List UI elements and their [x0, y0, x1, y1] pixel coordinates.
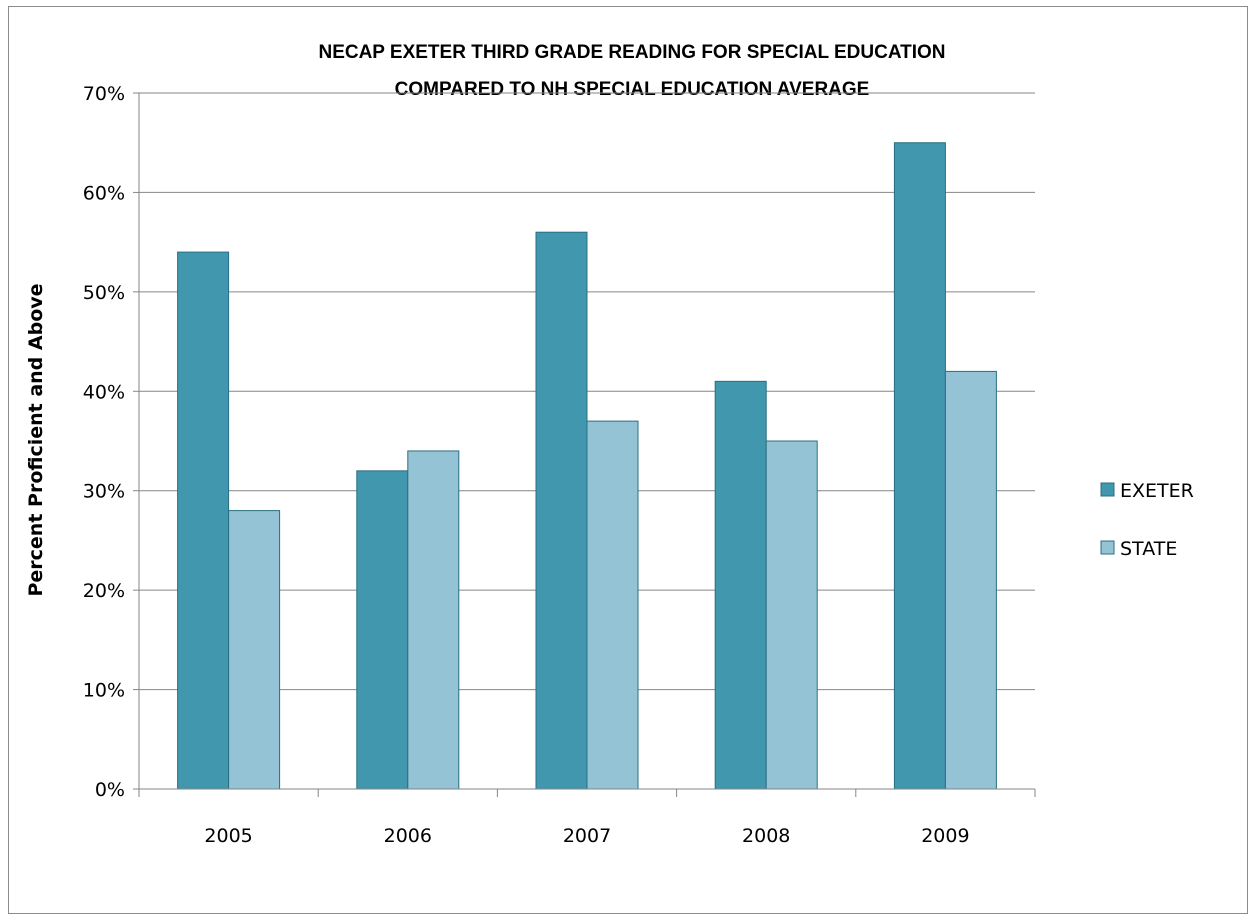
y-tick-label: 0% [95, 779, 125, 801]
y-tick-label: 60% [83, 182, 125, 204]
chart-title-line-2: COMPARED TO NH SPECIAL EDUCATION AVERAGE [395, 79, 870, 100]
bar-state-2005 [228, 510, 281, 790]
legend-swatch-state [1100, 540, 1115, 555]
bar-exeter-2007 [535, 231, 588, 790]
y-tick-label: 20% [83, 580, 125, 602]
x-tick-labels: 2005 2006 2007 2008 2009 [204, 825, 969, 847]
y-tick-label: 70% [83, 83, 125, 105]
chart-title-line-1: NECAP EXETER THIRD GRADE READING FOR SPE… [318, 42, 945, 63]
legend-label-exeter: EXETER [1120, 480, 1194, 502]
x-tick-label: 2006 [384, 825, 432, 847]
legend: EXETER STATE [1100, 480, 1194, 560]
axes [138, 93, 1035, 790]
y-tick-label: 40% [83, 381, 125, 403]
bar-exeter-2005 [177, 251, 230, 790]
x-tick-label: 2009 [921, 825, 969, 847]
y-axis-label: Percent Proficient and Above [25, 283, 47, 596]
y-tick-label: 30% [83, 481, 125, 503]
y-tick-label: 10% [83, 680, 125, 702]
bars [177, 142, 997, 790]
y-tick-labels: 0% 10% 20% 30% 40% 50% 60% 70% [83, 83, 125, 801]
bar-exeter-2008 [714, 380, 767, 790]
bar-state-2007 [586, 420, 639, 790]
bar-state-2006 [407, 450, 460, 790]
x-tick-label: 2007 [563, 825, 611, 847]
bar-state-2008 [765, 440, 818, 790]
bar-state-2009 [944, 370, 997, 790]
x-tick-label: 2008 [742, 825, 790, 847]
y-tick-label: 50% [83, 282, 125, 304]
bar-exeter-2009 [893, 142, 946, 790]
x-tick-label: 2005 [204, 825, 252, 847]
legend-swatch-exeter [1100, 482, 1115, 497]
bar-exeter-2006 [356, 470, 409, 790]
legend-label-state: STATE [1120, 538, 1177, 560]
